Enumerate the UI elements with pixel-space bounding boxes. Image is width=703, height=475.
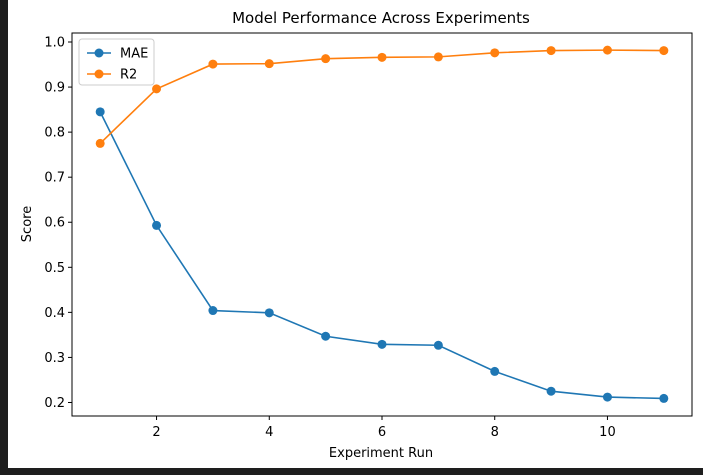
- data-point-r2: [433, 52, 443, 62]
- data-point-r2: [321, 54, 331, 64]
- y-tick-label: 0.2: [44, 396, 65, 411]
- x-tick-label: 6: [378, 425, 386, 440]
- data-point-mae: [264, 308, 274, 318]
- data-point-mae: [152, 220, 162, 230]
- data-point-mae: [546, 386, 556, 396]
- data-point-mae: [321, 331, 331, 341]
- legend-marker-mae: [94, 48, 104, 58]
- y-axis-label: Score: [20, 206, 35, 242]
- data-point-mae: [659, 393, 669, 403]
- chart-title: Model Performance Across Experiments: [232, 9, 530, 27]
- y-tick-label: 0.4: [44, 306, 65, 321]
- data-point-r2: [490, 48, 500, 58]
- data-point-r2: [546, 46, 556, 56]
- data-point-mae: [95, 107, 105, 117]
- data-point-mae: [490, 366, 500, 376]
- series-line-r2: [99, 49, 664, 144]
- axes-frame: [71, 32, 693, 417]
- plot-area: 2 4 6 8 10 0.2 0.3 0.4 0.5 0.6 0.7 0.8 0.9 1.0 MAE R2: [44, 32, 693, 440]
- data-point-r2: [377, 52, 387, 62]
- data-point-mae: [208, 306, 218, 316]
- data-point-mae: [377, 339, 387, 349]
- data-point-r2: [208, 59, 218, 69]
- y-tick-label: 0.8: [44, 126, 65, 141]
- x-tick-label: 8: [491, 425, 499, 440]
- x-tick-label: 10: [599, 425, 616, 440]
- data-point-r2: [659, 46, 669, 56]
- data-point-mae: [433, 340, 443, 350]
- x-tick-label: 2: [152, 425, 160, 440]
- data-point-r2: [152, 84, 162, 94]
- y-tick-label: 0.9: [44, 81, 65, 96]
- data-point-mae: [602, 392, 612, 402]
- data-point-r2: [95, 138, 105, 148]
- x-tick-label: 4: [265, 425, 273, 440]
- x-axis-label: Experiment Run: [329, 446, 433, 461]
- line-chart: Model Performance Across Experiments 2 4 6…: [20, 9, 693, 461]
- y-tick-label: 0.3: [44, 351, 65, 366]
- data-point-r2: [602, 45, 612, 55]
- data-point-r2: [264, 59, 274, 69]
- legend-marker-r2: [94, 69, 104, 79]
- legend-label-mae: MAE: [120, 47, 148, 62]
- chart-figure: Model Performance Across Experiments 2 4 6…: [8, 0, 703, 468]
- y-tick-label: 0.7: [44, 171, 65, 186]
- y-tick-label: 0.6: [44, 216, 65, 231]
- y-tick-label: 1.0: [44, 36, 65, 51]
- y-tick-label: 0.5: [44, 261, 65, 276]
- series-line-mae: [99, 111, 664, 400]
- legend-label-r2: R2: [120, 68, 137, 83]
